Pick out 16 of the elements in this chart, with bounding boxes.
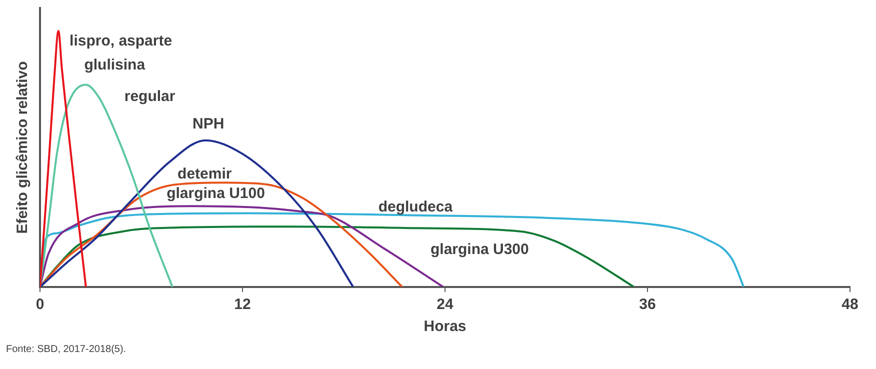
x-tick-label: 24 <box>436 296 454 314</box>
series-label: glulisina <box>84 56 146 74</box>
series-label: NPH <box>192 115 224 132</box>
x-tick-label: 36 <box>639 296 656 314</box>
x-tick-label: 12 <box>234 296 251 314</box>
x-tick-label: 48 <box>842 296 858 314</box>
series-label: detemir <box>178 166 232 183</box>
source-note: Fonte: SBD, 2017-2018(5). <box>6 344 126 355</box>
series-label: lispro, asparte <box>70 32 172 50</box>
x-axis-title: Horas <box>424 318 466 336</box>
series-label: glargina U300 <box>430 240 529 258</box>
x-tick-label: 0 <box>36 296 44 314</box>
series-label: degludeca <box>378 198 454 216</box>
y-axis-title: Efeito glicêmico relativo <box>14 61 32 234</box>
annotation: regular <box>124 88 176 105</box>
series-label: glargina U100 <box>166 184 265 202</box>
